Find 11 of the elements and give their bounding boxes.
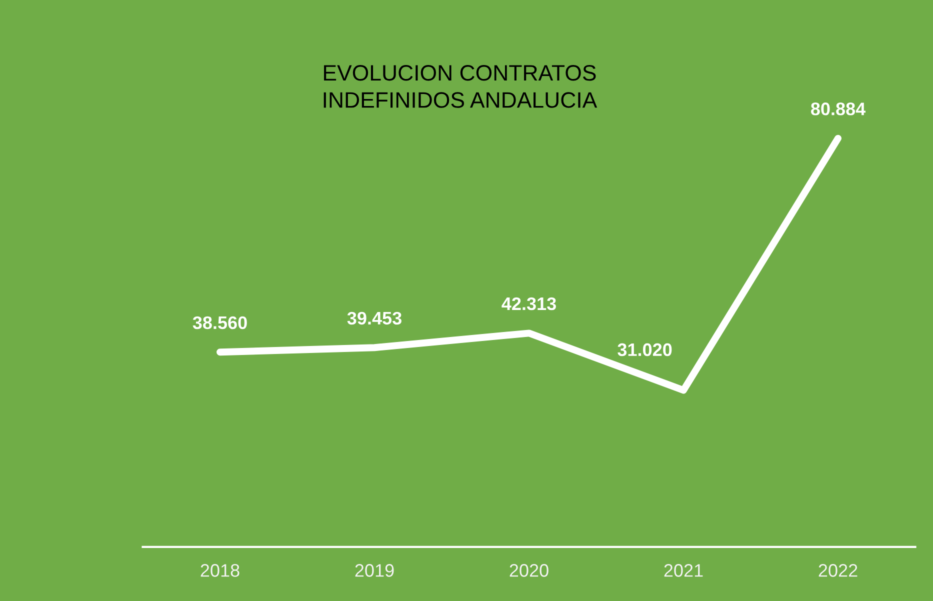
data-label: 38.560 <box>192 316 247 330</box>
data-label: 42.313 <box>502 297 556 310</box>
x-tick-label: 2021 <box>664 564 703 577</box>
data-label: 31.020 <box>618 343 672 356</box>
x-tick-label: 2019 <box>355 564 394 577</box>
x-tick-label: 2022 <box>818 564 858 577</box>
data-label: 39.453 <box>347 312 402 325</box>
x-tick-label: 2020 <box>510 564 548 577</box>
x-tick-label: 2018 <box>200 564 240 577</box>
chart-title: EVOLUCION CONTRATOS INDEFINIDOS ANDALUCIA <box>324 65 598 108</box>
data-label: 80.884 <box>810 102 866 116</box>
